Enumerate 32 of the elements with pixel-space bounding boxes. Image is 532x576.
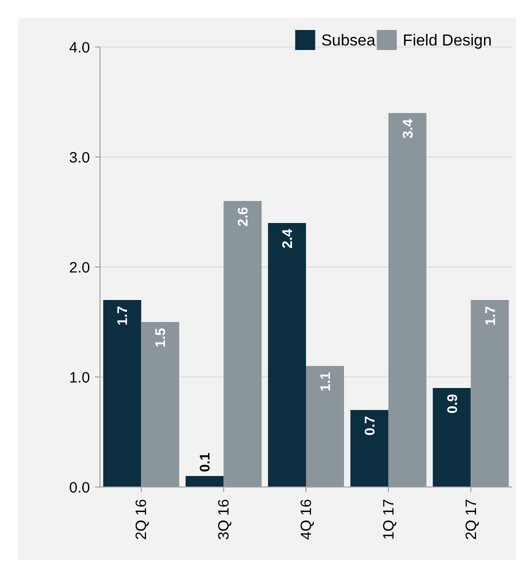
data-label: 2.6 xyxy=(234,206,251,226)
data-label: 0.1 xyxy=(196,452,213,472)
bar xyxy=(470,300,509,487)
data-label: 3.4 xyxy=(399,118,416,138)
bar xyxy=(141,322,180,487)
data-label: 1.7 xyxy=(482,306,498,326)
legend-label: Subsea xyxy=(321,32,376,50)
x-tick-label: 2Q 16 xyxy=(133,499,150,540)
data-label: 2.4 xyxy=(279,228,295,248)
y-tick-label: 2.0 xyxy=(69,259,90,276)
data-label: 0.7 xyxy=(361,416,378,436)
data-label: 1.5 xyxy=(152,328,168,348)
data-label: 1.7 xyxy=(114,306,130,326)
bar xyxy=(224,201,262,487)
data-label: 0.9 xyxy=(444,394,460,414)
bar xyxy=(350,410,388,487)
bar xyxy=(388,113,426,487)
bar xyxy=(268,223,306,487)
bar xyxy=(186,476,224,487)
y-tick-label: 4.0 xyxy=(69,39,90,56)
y-tick-label: 0.0 xyxy=(69,479,90,496)
legend-label: Field Design xyxy=(402,32,492,50)
x-tick-label: 3Q 16 xyxy=(216,499,233,540)
bar xyxy=(306,366,344,487)
x-tick-label: 2Q 17 xyxy=(462,499,480,540)
x-tick-label: 4Q 16 xyxy=(298,499,315,540)
bar xyxy=(103,300,142,487)
y-tick-label: 1.0 xyxy=(69,369,90,386)
bar xyxy=(432,388,471,487)
x-tick-label: 1Q 17 xyxy=(380,499,398,540)
y-tick-label: 3.0 xyxy=(69,149,90,166)
data-label: 1.1 xyxy=(317,372,333,392)
